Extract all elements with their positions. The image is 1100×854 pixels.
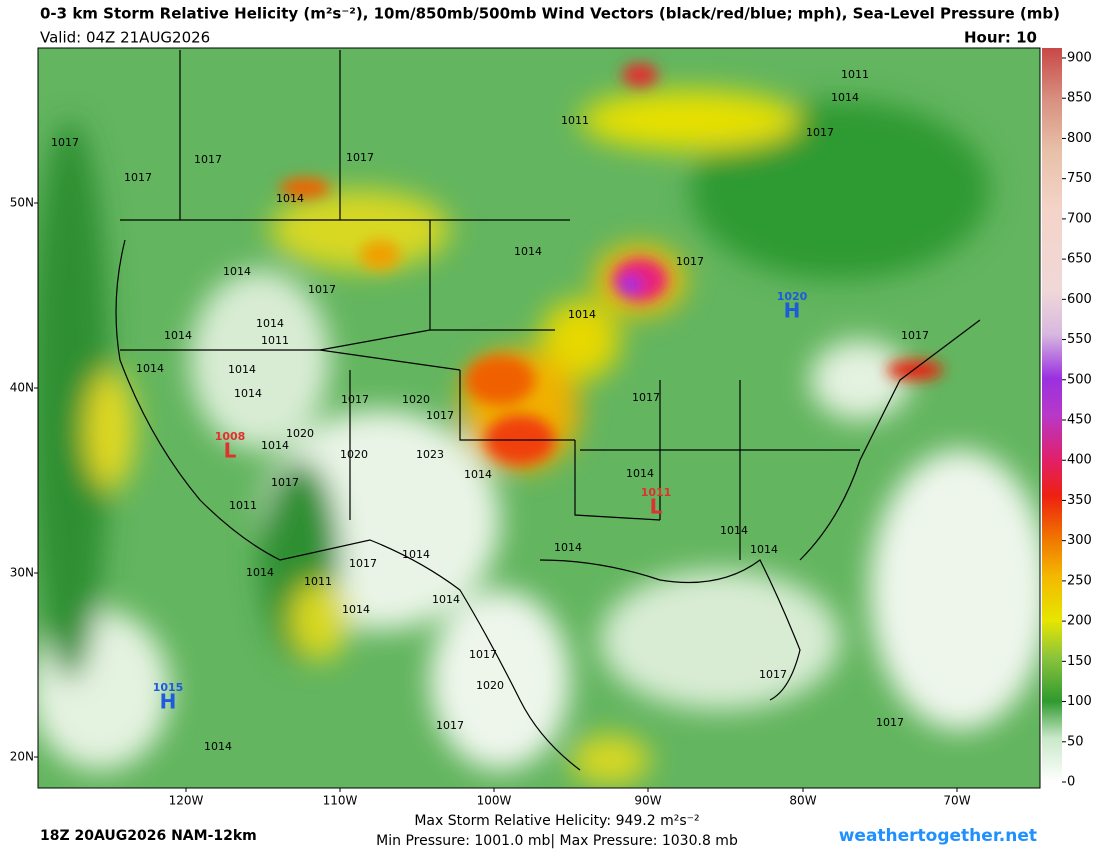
isobar-label: 1014 xyxy=(256,317,284,330)
latitude-label: 40N xyxy=(10,381,34,395)
pressure-center-value: 1008 xyxy=(215,430,246,443)
latitude-label: 20N xyxy=(10,750,34,764)
longitude-label: 110W xyxy=(323,794,358,808)
isobar-label: 1017 xyxy=(346,151,374,164)
longitude-label: 90W xyxy=(634,794,661,808)
isobar-label: 1017 xyxy=(632,391,660,404)
isobar-label: 1017 xyxy=(308,283,336,296)
isobar-label: 1014 xyxy=(720,524,748,537)
latitude-label: 30N xyxy=(10,566,34,580)
pressure-center-symbol: H xyxy=(160,690,177,714)
isobar-label: 1020 xyxy=(340,448,368,461)
isobar-label: 1014 xyxy=(228,363,256,376)
isobar-label: 1011 xyxy=(261,334,289,347)
colorbar-label: 900 xyxy=(1067,51,1092,66)
isobar-label: 1014 xyxy=(204,740,232,753)
colorbar-label: 400 xyxy=(1067,453,1092,468)
colorbar-label: 800 xyxy=(1067,131,1092,146)
colorbar-label: 250 xyxy=(1067,573,1092,588)
valid-time: Valid: 04Z 21AUG2026 xyxy=(40,29,210,47)
isobar-label: 1017 xyxy=(271,476,299,489)
isobar-label: 1017 xyxy=(51,136,79,149)
isobar-label: 1014 xyxy=(626,467,654,480)
colorbar-label: 700 xyxy=(1067,211,1092,226)
isobar-label: 1017 xyxy=(759,668,787,681)
isobar-label: 1020 xyxy=(402,393,430,406)
isobar-label: 1014 xyxy=(568,308,596,321)
pressure-center-value: 1020 xyxy=(777,290,808,303)
pressure-center-symbol: H xyxy=(784,299,801,323)
colorbar-label: 850 xyxy=(1067,91,1092,106)
longitude-label: 70W xyxy=(943,794,970,808)
colorbar-label: 500 xyxy=(1067,372,1092,387)
isobar-label: 1011 xyxy=(304,575,332,588)
isobar-label: 1017 xyxy=(341,393,369,406)
colorbar-label: 600 xyxy=(1067,292,1092,307)
site-name: weathertogether.net xyxy=(839,826,1037,846)
forecast-hour: Hour: 10 xyxy=(964,29,1037,47)
map-frame xyxy=(37,47,1041,789)
colorbar-label: 750 xyxy=(1067,171,1092,186)
isobar-label: 1014 xyxy=(136,362,164,375)
isobar-label: 1014 xyxy=(514,245,542,258)
isobar-label: 1017 xyxy=(426,409,454,422)
colorbar xyxy=(1042,48,1062,782)
boundaries xyxy=(115,50,981,771)
longitude-label: 120W xyxy=(169,794,204,808)
pressure-center-symbol: L xyxy=(224,439,237,463)
isobar-label: 1023 xyxy=(416,448,444,461)
isobar-label: 1017 xyxy=(676,255,704,268)
isobar-label: 1011 xyxy=(229,499,257,512)
isobar-label: 1014 xyxy=(246,566,274,579)
isobar-label: 1011 xyxy=(561,114,589,127)
isobar-label: 1014 xyxy=(831,91,859,104)
isobar-label: 1014 xyxy=(342,603,370,616)
longitude-label: 80W xyxy=(789,794,816,808)
isobar-label: 1020 xyxy=(286,427,314,440)
colorbar-label: 100 xyxy=(1067,694,1092,709)
colorbar-label: 150 xyxy=(1067,654,1092,669)
isobar-label: 1014 xyxy=(402,548,430,561)
longitude-label: 100W xyxy=(477,794,512,808)
isobar-label: 1014 xyxy=(223,265,251,278)
pressure-center-value: 1011 xyxy=(641,486,672,499)
colorbar-label: 650 xyxy=(1067,252,1092,267)
colorbar-label: 50 xyxy=(1067,734,1084,749)
isobar-label: 1014 xyxy=(464,468,492,481)
isobar-label: 1017 xyxy=(806,126,834,139)
max-helicity: Max Storm Relative Helicity: 949.2 m²s⁻² xyxy=(414,813,699,829)
isobar-label: 1014 xyxy=(750,543,778,556)
isobar-label: 1017 xyxy=(194,153,222,166)
model-run: 18Z 20AUG2026 NAM-12km xyxy=(40,828,257,844)
colorbar-label: 200 xyxy=(1067,614,1092,629)
isobar-label: 1017 xyxy=(349,557,377,570)
pressure-range: Min Pressure: 1001.0 mb| Max Pressure: 1… xyxy=(376,833,738,849)
pressure-center-value: 1015 xyxy=(153,681,184,694)
isobar-label: 1011 xyxy=(841,68,869,81)
isobar-label: 1014 xyxy=(164,329,192,342)
isobar-label: 1014 xyxy=(261,439,289,452)
isobar-label: 1017 xyxy=(436,719,464,732)
isobar-label: 1017 xyxy=(876,716,904,729)
isobar-label: 1017 xyxy=(901,329,929,342)
title: 0-3 km Storm Relative Helicity (m²s⁻²), … xyxy=(40,5,1060,23)
isobar-label: 1014 xyxy=(276,192,304,205)
isobar-label: 1017 xyxy=(124,171,152,184)
helicity-field xyxy=(38,90,1040,785)
colorbar-label: 0 xyxy=(1067,775,1075,790)
colorbar-label: 450 xyxy=(1067,413,1092,428)
isobar-label: 1017 xyxy=(469,648,497,661)
colorbar-label: 550 xyxy=(1067,332,1092,347)
colorbar-label: 300 xyxy=(1067,533,1092,548)
isobar-label: 1014 xyxy=(554,541,582,554)
isobar-label: 1014 xyxy=(234,387,262,400)
pressure-center-symbol: L xyxy=(650,495,663,519)
map-area xyxy=(38,48,1040,788)
latitude-label: 50N xyxy=(10,196,34,210)
colorbar-label: 350 xyxy=(1067,493,1092,508)
isobar-label: 1020 xyxy=(476,679,504,692)
isobar-label: 1014 xyxy=(432,593,460,606)
